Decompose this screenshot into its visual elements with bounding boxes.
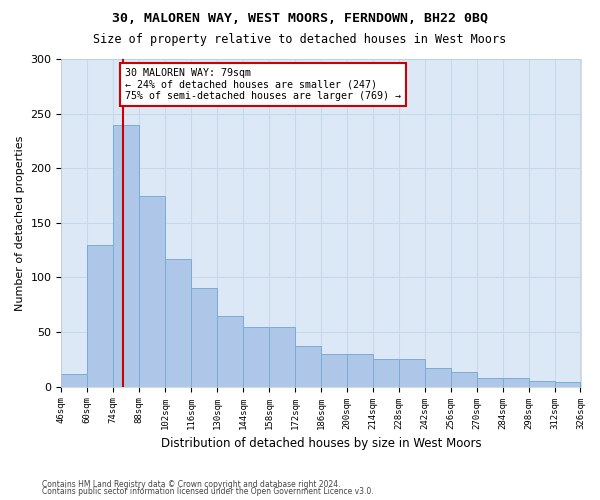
- Text: Size of property relative to detached houses in West Moors: Size of property relative to detached ho…: [94, 32, 506, 46]
- Bar: [191, 288, 217, 386]
- Text: 30, MALOREN WAY, WEST MOORS, FERNDOWN, BH22 0BQ: 30, MALOREN WAY, WEST MOORS, FERNDOWN, B…: [112, 12, 488, 26]
- Bar: [269, 326, 295, 386]
- Bar: [476, 378, 503, 386]
- Bar: [61, 374, 88, 386]
- Text: Contains HM Land Registry data © Crown copyright and database right 2024.: Contains HM Land Registry data © Crown c…: [42, 480, 341, 489]
- Bar: [113, 124, 139, 386]
- Bar: [88, 244, 113, 386]
- Bar: [243, 326, 269, 386]
- Bar: [217, 316, 243, 386]
- Bar: [139, 196, 165, 386]
- Bar: [554, 382, 580, 386]
- Text: Contains public sector information licensed under the Open Government Licence v3: Contains public sector information licen…: [42, 487, 374, 496]
- Y-axis label: Number of detached properties: Number of detached properties: [15, 135, 25, 310]
- Bar: [451, 372, 476, 386]
- Text: 30 MALOREN WAY: 79sqm
← 24% of detached houses are smaller (247)
75% of semi-det: 30 MALOREN WAY: 79sqm ← 24% of detached …: [125, 68, 401, 101]
- X-axis label: Distribution of detached houses by size in West Moors: Distribution of detached houses by size …: [161, 437, 481, 450]
- Bar: [295, 346, 321, 387]
- Bar: [165, 259, 191, 386]
- Bar: [321, 354, 347, 386]
- Bar: [399, 360, 425, 386]
- Bar: [347, 354, 373, 386]
- Bar: [425, 368, 451, 386]
- Bar: [373, 360, 399, 386]
- Bar: [529, 381, 554, 386]
- Bar: [503, 378, 529, 386]
